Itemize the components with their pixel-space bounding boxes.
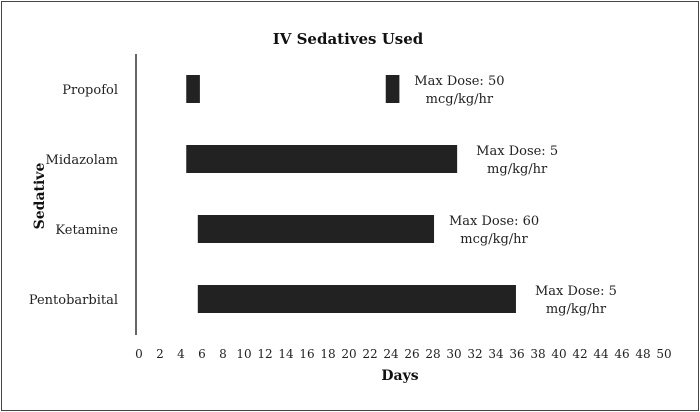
annotation-line2: mcg/kg/hr [426, 92, 494, 107]
annotation-line1: Max Dose: 50 [414, 74, 504, 89]
x-tick-label: 48 [635, 347, 650, 361]
x-tick-label: 4 [177, 347, 185, 361]
x-tick-label: 44 [593, 347, 609, 361]
x-tick-label: 26 [404, 347, 419, 361]
x-tick-label: 2 [156, 347, 164, 361]
annotation-line2: mg/kg/hr [546, 302, 607, 317]
x-tick-label: 36 [509, 347, 524, 361]
x-tick-label: 28 [425, 347, 440, 361]
bar [186, 145, 458, 173]
x-tick-label: 30 [446, 347, 461, 361]
x-tick-labels: 0 2 4 6 8 10 12 14 16 18 20 22 24 26 28 30 32 34 36 38 40 42 4… [135, 347, 671, 361]
annotation-line2: mg/kg/hr [487, 162, 548, 177]
bar [385, 75, 400, 103]
annotation-line1: Max Dose: 5 [476, 144, 558, 159]
category-label: Propofol [62, 83, 118, 98]
x-tick-label: 16 [299, 347, 314, 361]
x-tick-label: 46 [614, 347, 629, 361]
x-tick-label: 42 [572, 347, 587, 361]
x-tick-label: 40 [551, 347, 566, 361]
category-label: Midazolam [46, 153, 118, 168]
x-tick-label: 10 [236, 347, 251, 361]
x-tick-label: 32 [467, 347, 482, 361]
bar [197, 285, 516, 313]
annotation-line2: mcg/kg/hr [460, 232, 528, 247]
category-label: Pentobarbital [29, 293, 118, 308]
category-label: Ketamine [55, 223, 118, 238]
x-tick-label: 18 [320, 347, 335, 361]
x-tick-label: 34 [488, 347, 504, 361]
bar [186, 75, 200, 103]
x-tick-label: 14 [278, 347, 294, 361]
x-tick-label: 24 [383, 347, 399, 361]
annotations: Max Dose: 50 mcg/kg/hr Max Dose: 5 mg/kg/hr… [414, 74, 617, 317]
bars [186, 75, 516, 313]
x-tick-label: 22 [362, 347, 377, 361]
annotation-line1: Max Dose: 60 [449, 214, 539, 229]
x-tick-label: 6 [198, 347, 206, 361]
chart-title: IV Sedatives Used [273, 30, 424, 48]
x-tick-label: 38 [530, 347, 545, 361]
x-axis-label: Days [381, 368, 418, 384]
x-tick-label: 20 [341, 347, 356, 361]
y-axis-label: Sedative [32, 163, 48, 230]
category-labels: Propofol Midazolam Ketamine Pentobarbital [29, 83, 118, 308]
annotation-line1: Max Dose: 5 [535, 284, 617, 299]
x-tick-label: 0 [135, 347, 143, 361]
x-tick-label: 50 [656, 347, 671, 361]
bar [197, 215, 435, 243]
x-tick-label: 8 [219, 347, 227, 361]
x-tick-label: 12 [257, 347, 272, 361]
